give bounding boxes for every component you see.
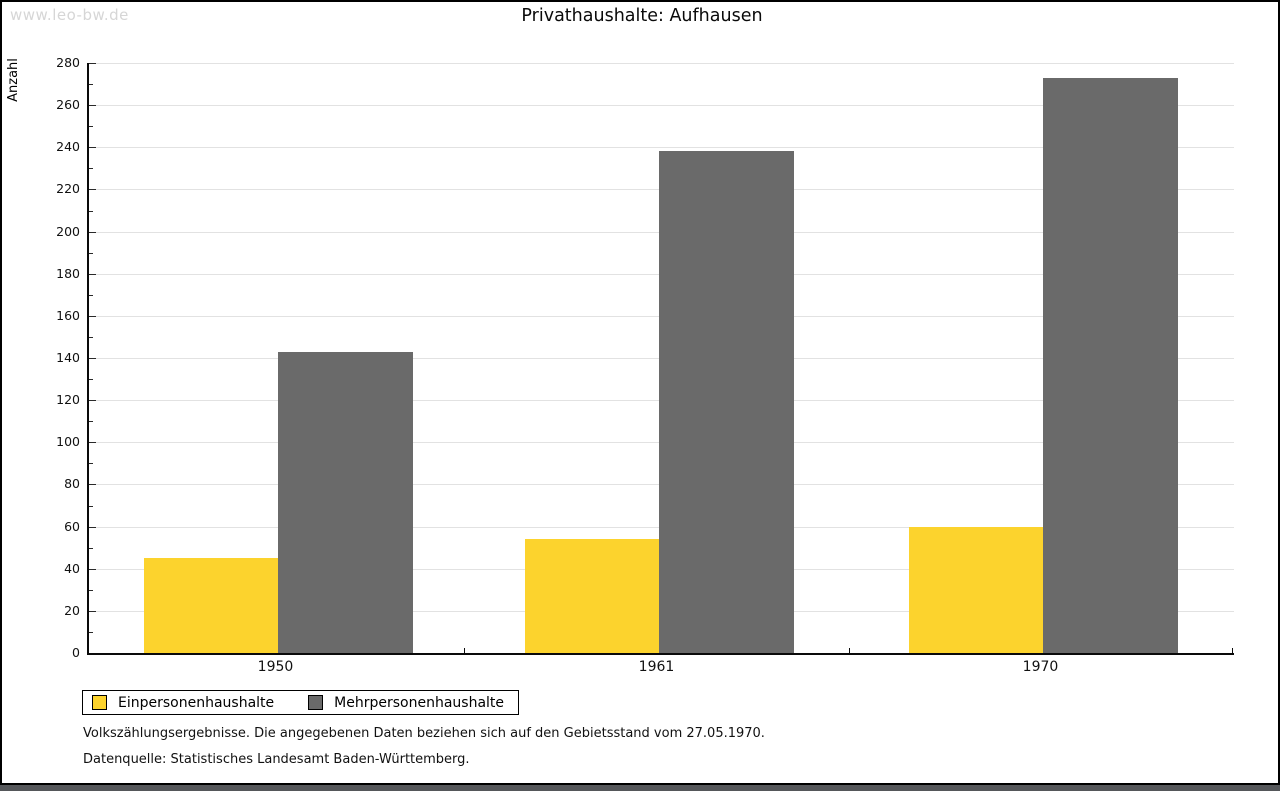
bar-1970-mehrpersonen [1042, 78, 1178, 653]
watermark: www.leo-bw.de [10, 6, 129, 24]
minor-ytick-230 [89, 168, 93, 170]
ytick-label-120: 120 [56, 392, 80, 408]
legend: Einpersonenhaushalte Mehrpersonenhaushalt… [82, 690, 520, 715]
major-ytick-20 [89, 610, 96, 612]
ytick-label-40: 40 [64, 560, 80, 576]
minor-ytick-90 [89, 463, 93, 465]
bar-1950-mehrpersonen [277, 352, 413, 653]
legend-item-mehrpersonen: Mehrpersonenhaushalte [308, 695, 504, 711]
xtick-label-1950: 1950 [257, 659, 294, 675]
major-ytick-240 [89, 147, 96, 149]
legend-swatch-mehrpersonen [308, 695, 324, 710]
major-ytick-60 [89, 526, 96, 528]
legend-label-einpersonen: Einpersonenhaushalte [118, 694, 275, 711]
major-ytick-80 [89, 484, 96, 486]
minor-ytick-10 [89, 631, 93, 633]
major-ytick-220 [89, 189, 96, 191]
minor-ytick-170 [89, 294, 93, 296]
ytick-label-80: 80 [64, 476, 80, 492]
ytick-label-0: 0 [72, 645, 80, 660]
minor-ytick-110 [89, 421, 93, 423]
ytick-label-240: 240 [56, 139, 80, 155]
minor-ytick-190 [89, 252, 93, 254]
legend-item-einpersonen: Einpersonenhaushalte [92, 695, 274, 711]
window-bottom-edge [0, 785, 1280, 791]
bar-1970-einpersonen [908, 527, 1043, 653]
xtick-mark-1 [849, 648, 850, 654]
footnote-text: Volkszählungsergebnisse. Die angegebenen… [83, 726, 765, 741]
minor-ytick-270 [89, 84, 93, 86]
bar-1950-einpersonen [143, 558, 278, 653]
ytick-label-200: 200 [56, 223, 80, 239]
gridline-280 [89, 63, 1234, 64]
datasource-text: Datenquelle: Statistisches Landesamt Bad… [83, 752, 470, 767]
major-ytick-140 [89, 358, 96, 359]
minor-ytick-70 [89, 505, 93, 507]
legend-swatch-einpersonen [92, 695, 107, 710]
xtick-mark-0 [464, 648, 465, 654]
gridline-240 [89, 147, 1234, 149]
gridline-260 [89, 105, 1234, 107]
bar-1961-mehrpersonen [658, 151, 794, 653]
ytick-label-100: 100 [56, 434, 80, 450]
major-ytick-200 [89, 231, 96, 233]
xtick-label-1970: 1970 [1022, 659, 1059, 675]
legend-label-mehrpersonen: Mehrpersonenhaushalte [334, 694, 505, 711]
ytick-label-140: 140 [56, 350, 80, 365]
ytick-label-60: 60 [64, 518, 80, 534]
major-ytick-160 [89, 315, 96, 317]
minor-ytick-130 [89, 379, 93, 381]
minor-ytick-50 [89, 547, 93, 549]
plot-area [87, 63, 1234, 655]
major-ytick-260 [89, 105, 96, 107]
chart-title: Privathaushalte: Aufhausen [521, 6, 763, 26]
minor-ytick-30 [89, 589, 93, 591]
major-ytick-180 [89, 273, 96, 275]
ytick-label-180: 180 [56, 265, 80, 281]
minor-ytick-210 [89, 210, 93, 212]
xtick-label-1961: 1961 [638, 659, 675, 675]
minor-ytick-250 [89, 126, 93, 128]
major-ytick-100 [89, 442, 96, 444]
xtick-mark-2 [1232, 648, 1233, 654]
ytick-label-20: 20 [64, 602, 80, 618]
ytick-label-220: 220 [56, 181, 80, 197]
footer: Volkszählungsergebnisse. Die angegebenen… [83, 726, 765, 778]
ytick-label-160: 160 [56, 307, 80, 323]
ytick-label-260: 260 [56, 97, 80, 113]
major-ytick-40 [89, 568, 96, 570]
bar-1961-einpersonen [524, 539, 659, 653]
minor-ytick-150 [89, 336, 93, 338]
major-ytick-280 [89, 63, 96, 64]
ytick-label-280: 280 [56, 55, 80, 70]
major-ytick-120 [89, 400, 96, 402]
